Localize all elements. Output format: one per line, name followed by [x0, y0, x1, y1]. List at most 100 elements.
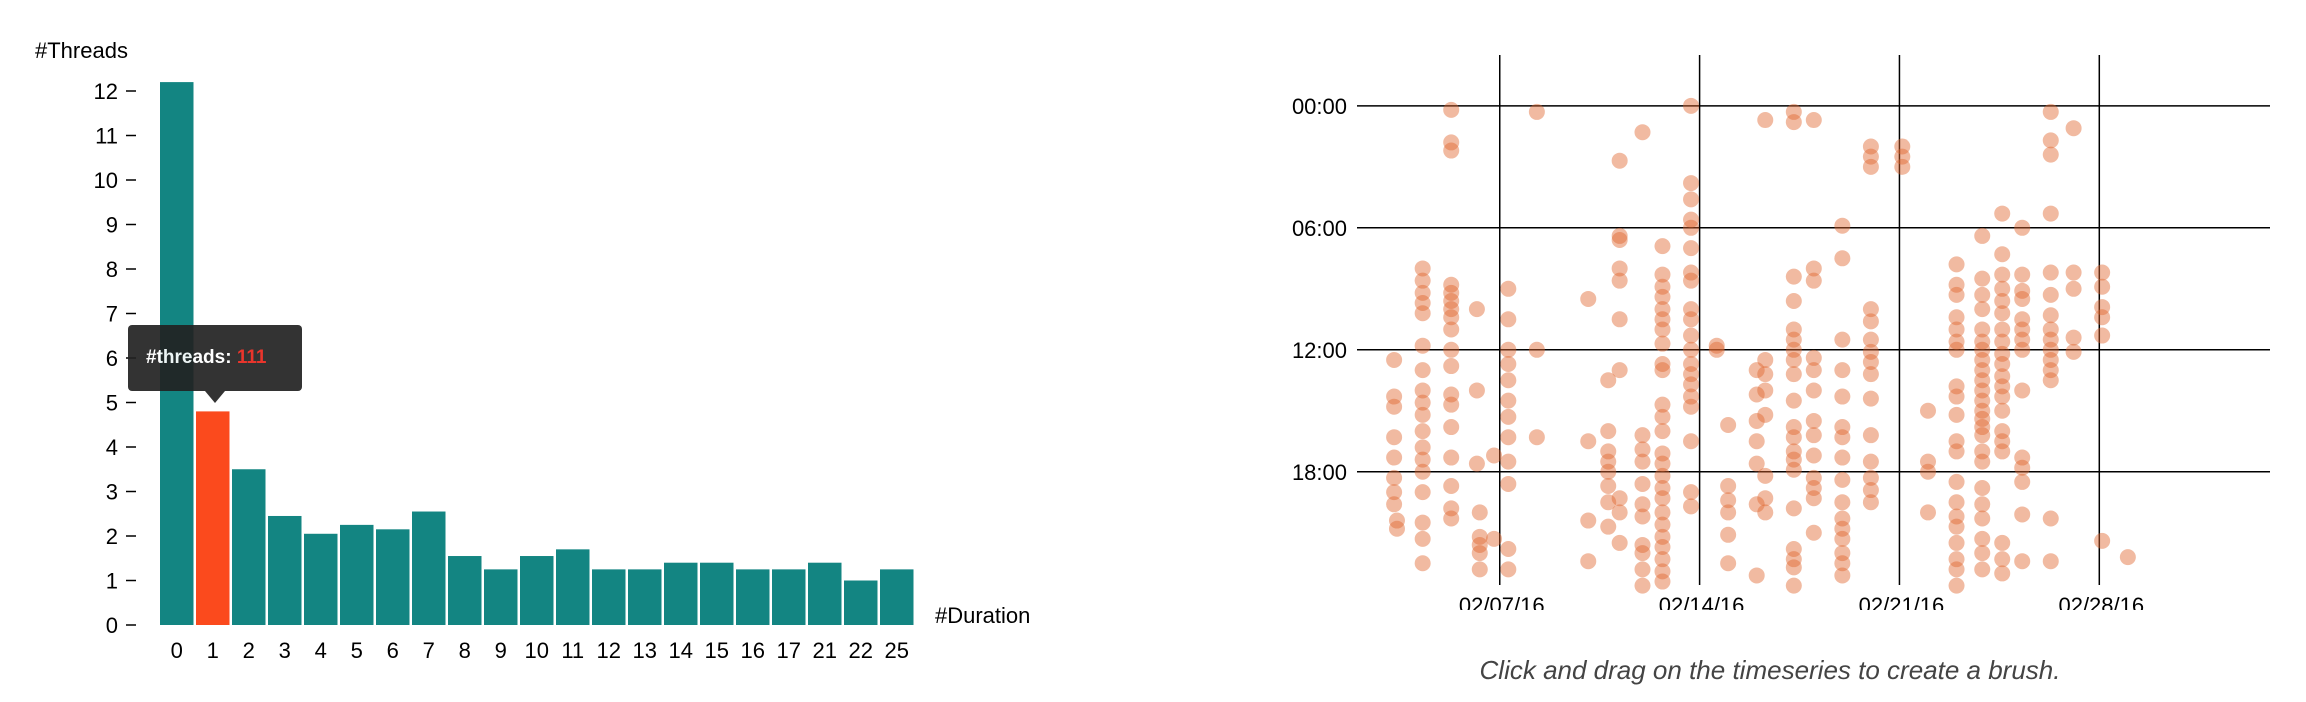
scatter-point: [1708, 337, 1725, 354]
bar[interactable]: [592, 569, 626, 625]
scatter-point: [1654, 423, 1671, 440]
bar[interactable]: [808, 562, 842, 625]
y-tick-label: 9: [106, 213, 118, 238]
y-tick-label: 0: [106, 613, 118, 638]
scatter-point: [1920, 504, 1936, 521]
bar[interactable]: [772, 569, 806, 625]
scatter-point: [1386, 388, 1403, 405]
scatter-point: [1834, 494, 1851, 511]
bar[interactable]: [268, 515, 302, 625]
scatter-point: [2042, 372, 2059, 389]
bar[interactable]: [556, 549, 590, 625]
scatter-point: [1785, 392, 1802, 409]
scatter-point: [1654, 504, 1671, 521]
timeseries-scatter-chart[interactable]: 02/07/16 02/14/16 02/21/16 02/28/16 00:00 06:…: [1250, 40, 2290, 610]
scatter-point: [1974, 545, 1991, 562]
bar[interactable]: [412, 511, 446, 625]
scatter-point: [1654, 490, 1671, 507]
bar[interactable]: [628, 569, 662, 625]
axis-labels: 02/07/16 02/14/16 02/21/16 02/28/16 00:00 06:…: [1292, 94, 2144, 610]
scatter-point: [1580, 290, 1597, 307]
scatter-point: [1720, 417, 1737, 434]
bar[interactable]: [880, 569, 914, 625]
scatter-point: [1748, 433, 1765, 450]
scatter-point: [1683, 398, 1700, 415]
scatter-point: [2014, 331, 2031, 348]
bar[interactable]: [448, 556, 482, 625]
scatter-point: [1654, 480, 1671, 497]
scatter-point: [2014, 382, 2031, 399]
scatter-point: [1414, 484, 1431, 501]
scatter-point: [2014, 341, 2031, 358]
bar[interactable]: [340, 524, 374, 625]
bar[interactable]: [484, 569, 518, 625]
scatter-point: [1974, 333, 1991, 350]
scatter-point: [1834, 331, 1851, 348]
scatter-point: [1654, 301, 1671, 318]
scatter-point: [1974, 341, 1991, 358]
scatter-point: [1805, 349, 1822, 366]
y-tick-label: 00:00: [1292, 94, 1347, 119]
x-tick-label: 21: [813, 638, 837, 660]
scatter-point: [1414, 423, 1431, 440]
scatter-point: [1785, 341, 1802, 358]
x-tick-label: 13: [633, 638, 657, 660]
bar-highlighted[interactable]: [196, 411, 230, 625]
y-axis-label: #Threads: [35, 38, 128, 63]
scatter-point: [2094, 327, 2111, 344]
scatter-point: [2042, 132, 2059, 149]
scatter-point: [1683, 341, 1700, 358]
scatter-point: [1468, 455, 1485, 472]
scatter-point: [1994, 378, 2011, 395]
scatter-point: [1634, 561, 1651, 578]
scatter-point: [1486, 530, 1503, 547]
bar[interactable]: [844, 580, 878, 626]
scatter-point: [1683, 498, 1700, 515]
scatter-point: [1994, 388, 2011, 405]
scatter-point: [2042, 351, 2059, 368]
x-tick-label: 15: [705, 638, 729, 660]
scatter-point: [1414, 406, 1431, 423]
scatter-point: [1748, 362, 1765, 379]
x-tick-label: 02/14/16: [1659, 593, 1745, 610]
scatter-point: [1948, 433, 1965, 450]
scatter-point: [1862, 353, 1879, 370]
scatter-point: [1894, 158, 1911, 175]
scatter-point: [1654, 528, 1671, 545]
x-tick-label: 02/28/16: [2058, 593, 2144, 610]
scatter-point: [1805, 382, 1822, 399]
scatter-point: [1611, 272, 1628, 289]
scatter-point: [1757, 112, 1774, 129]
bar[interactable]: [700, 562, 734, 625]
scatter-point: [1948, 508, 1965, 525]
scatter-point: [1785, 331, 1802, 348]
scatter-point: [1948, 561, 1965, 578]
scatter-point: [1386, 484, 1403, 501]
bar[interactable]: [376, 529, 410, 625]
bar[interactable]: [736, 569, 770, 625]
scatter-point: [1443, 101, 1460, 118]
scatter-point: [1757, 406, 1774, 423]
scatter-point: [1634, 577, 1651, 594]
scatter-point: [1500, 541, 1517, 558]
scatter-point: [1600, 477, 1617, 494]
scatter-point: [1683, 211, 1700, 228]
scatter-point: [1948, 551, 1965, 568]
bar[interactable]: [232, 469, 266, 625]
scatter-point: [1500, 280, 1517, 297]
scatter-point: [1948, 494, 1965, 511]
scatter-point: [1634, 427, 1651, 444]
scatter-point: [1500, 453, 1517, 470]
x-tick-label: 22: [849, 638, 873, 660]
scatter-point: [1785, 321, 1802, 338]
scatter-point: [1785, 268, 1802, 285]
scatter-point: [2042, 146, 2059, 163]
bar[interactable]: [304, 533, 338, 625]
brush-hint: Click and drag on the timeseries to crea…: [1479, 655, 2061, 685]
scatter-point: [1414, 530, 1431, 547]
bar[interactable]: [520, 556, 554, 625]
bar[interactable]: [664, 562, 698, 625]
scatter-point: [1894, 148, 1911, 165]
scatter-point: [1683, 388, 1700, 405]
scatter-point: [1683, 191, 1700, 208]
